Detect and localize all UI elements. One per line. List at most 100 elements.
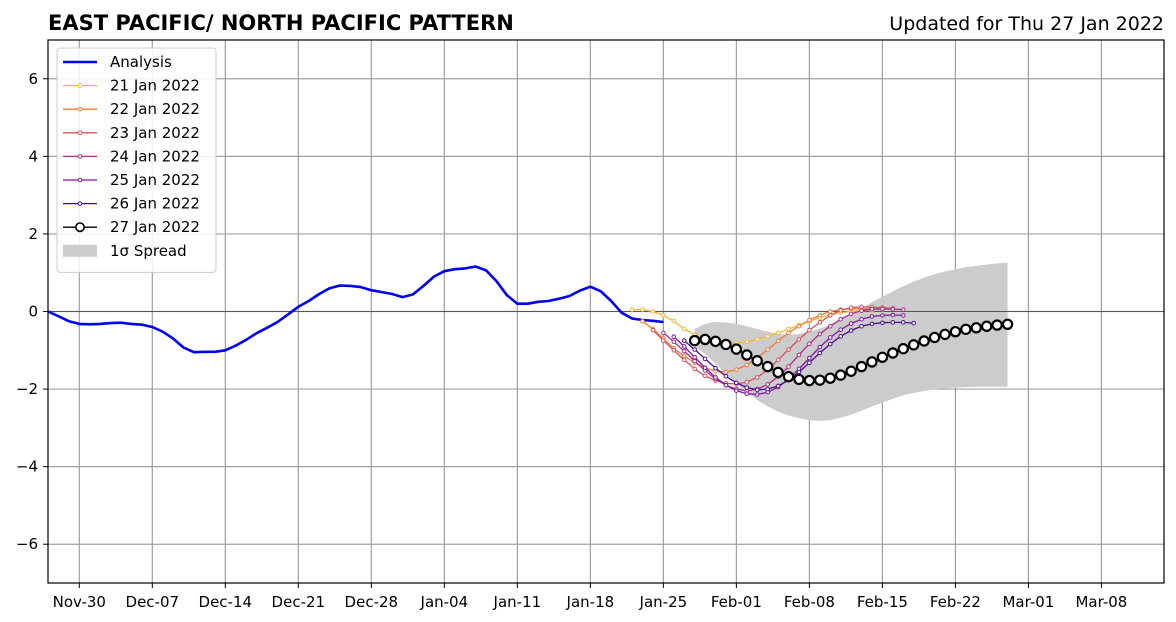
series-point (640, 307, 645, 312)
x-tick-label: Nov-30 (53, 593, 106, 611)
series-point (744, 339, 750, 345)
series-point (869, 306, 875, 312)
series-point (827, 309, 833, 314)
series-point (980, 320, 993, 332)
y-axis: 6 4 2 0 −2 −4 −6 (16, 70, 48, 553)
series-point (702, 356, 708, 362)
series-point (751, 355, 763, 367)
series-point (876, 351, 889, 363)
series-point (900, 307, 906, 312)
series-point (834, 369, 847, 381)
series-point (650, 309, 656, 314)
series-point (671, 318, 677, 324)
series-point (887, 347, 899, 359)
legend-label: 22 Jan 2022 (110, 100, 200, 118)
series-point (817, 320, 823, 325)
series-point (918, 335, 930, 347)
x-tick-label: Jan-25 (639, 593, 688, 611)
x-tick-label: Mar-01 (1002, 593, 1054, 611)
series-point (827, 335, 833, 340)
series-point (827, 313, 833, 318)
series-point (827, 341, 833, 347)
series-point (765, 334, 770, 339)
y-tick-label: 2 (28, 225, 38, 243)
chart-update-date: Updated for Thu 27 Jan 2022 (889, 13, 1164, 35)
series-point (754, 337, 760, 342)
series-point (793, 373, 805, 386)
series-line (47, 265, 664, 354)
series-point (681, 353, 687, 359)
series-point (681, 348, 687, 354)
series-point (775, 357, 781, 363)
chart-title: EAST PACIFIC/ NORTH PACIFIC PATTERN (48, 11, 514, 35)
series-point (765, 347, 770, 352)
series-point (817, 331, 823, 337)
series-point (744, 362, 750, 368)
series-point (681, 344, 687, 349)
series-point (720, 338, 732, 351)
series-point (807, 341, 812, 346)
legend: Analysis 21 Jan 2022 22 Jan 2022 23 Jan 202… (56, 47, 217, 273)
y-tick-label: −4 (16, 458, 38, 476)
series-point (848, 321, 854, 326)
legend-label: 23 Jan 2022 (110, 124, 200, 142)
series-point (702, 373, 708, 379)
series-point (796, 352, 802, 358)
series-point (661, 330, 666, 336)
series-point (1001, 318, 1014, 330)
series-point (754, 375, 760, 380)
series-point (661, 338, 666, 343)
series-point (723, 369, 729, 375)
series-point (709, 335, 722, 348)
x-tick-label: Jan-18 (566, 593, 615, 611)
legend-label: 1σ Spread (110, 242, 187, 260)
legend-marker (75, 222, 86, 233)
series-point (786, 347, 791, 352)
legend-marker (77, 177, 83, 183)
y-tick-label: 4 (28, 147, 38, 165)
series-point (741, 349, 753, 361)
series-point (629, 307, 635, 312)
series-point (713, 365, 718, 371)
series-point (803, 374, 816, 387)
series-point (859, 308, 864, 314)
series-point (900, 320, 906, 325)
legend-label: 26 Jan 2022 (110, 195, 200, 213)
series-point (782, 370, 795, 383)
series-point (897, 343, 909, 355)
series-point (671, 334, 677, 340)
series-point (723, 382, 729, 388)
series-point (838, 316, 843, 322)
series-point (744, 391, 750, 397)
x-tick-label: Dec-21 (272, 593, 326, 611)
series-point (827, 323, 833, 329)
series-point (723, 373, 729, 379)
legend-label: 27 Jan 2022 (110, 218, 200, 236)
series-point (880, 313, 885, 318)
legend-label: 24 Jan 2022 (110, 147, 200, 165)
series-point (765, 382, 770, 387)
series-point (692, 358, 697, 364)
series-point (692, 347, 697, 352)
x-tick-label: Dec-07 (126, 593, 180, 611)
x-tick-label: Feb-15 (857, 593, 908, 611)
series-group (47, 265, 1014, 397)
series-point (817, 350, 823, 356)
series-point (765, 386, 770, 392)
series-point (775, 338, 781, 344)
series-point (845, 365, 857, 377)
series-point (807, 317, 812, 323)
series-point (692, 354, 697, 360)
series-point (775, 330, 781, 336)
x-tick-label: Jan-04 (420, 593, 469, 611)
series-point (702, 365, 708, 371)
series-point (970, 322, 982, 334)
series-point (796, 337, 802, 342)
series-point (734, 388, 739, 393)
series-point (650, 327, 656, 333)
legend-label: 25 Jan 2022 (110, 171, 200, 189)
series-point (869, 314, 875, 319)
series-point (744, 379, 750, 385)
series-point (817, 344, 823, 350)
